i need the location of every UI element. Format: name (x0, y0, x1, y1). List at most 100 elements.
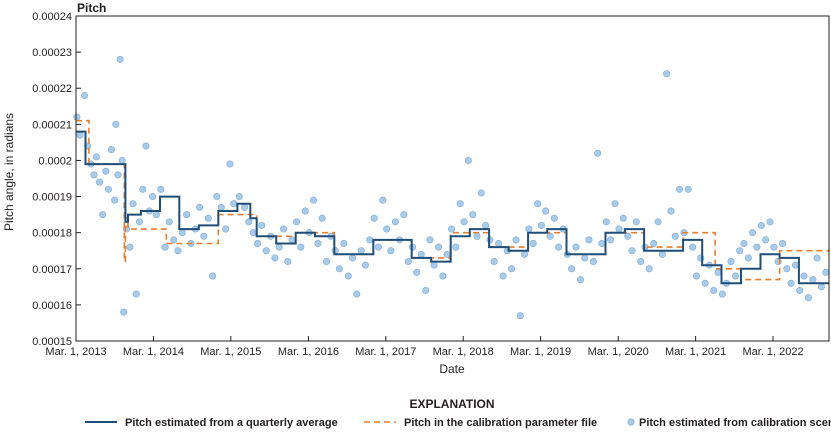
scatter-point (280, 225, 288, 233)
scatter-point (135, 218, 143, 226)
x-axis-title: Date (439, 362, 465, 376)
scatter-point (174, 247, 182, 255)
scatter-point (73, 113, 81, 121)
y-axis-ticks: 0.00015 0.00016 0.00017 0.00018 0.00019 0.000… (32, 11, 81, 348)
x-tick-label: Mar. 1, 2017 (355, 346, 416, 358)
scatter-point (813, 254, 821, 262)
scatter-point (149, 193, 157, 201)
x-tick-label: Mar. 1, 2015 (200, 346, 261, 358)
scatter-point (546, 232, 554, 240)
scatter-point (628, 247, 636, 255)
scatter-point (170, 236, 178, 244)
scatter-point (126, 243, 134, 251)
scatter-point (757, 221, 765, 229)
scatter-point (602, 218, 610, 226)
scatter-point (413, 268, 421, 276)
scatter-point (301, 207, 309, 215)
scatter-point (448, 225, 456, 233)
scatter-point (379, 196, 387, 204)
x-tick-label: Mar. 1, 2021 (665, 346, 726, 358)
scatter-point (297, 243, 305, 251)
scatter-point (226, 160, 234, 168)
calibration-parameter-line (76, 119, 829, 281)
scatter-point (99, 211, 107, 219)
scatter-point (658, 250, 666, 258)
x-tick-label: Mar. 1, 2014 (123, 346, 184, 358)
scatter-point (615, 225, 623, 233)
scatter-point (139, 185, 147, 193)
scatter-point (271, 254, 279, 262)
legend: Pitch estimated from a quarterly average… (85, 417, 831, 429)
scatter-point (589, 258, 597, 266)
scatter-point (607, 236, 615, 244)
scatter-point (157, 185, 165, 193)
scatter-point (464, 156, 472, 164)
scatter-point (456, 200, 464, 208)
scatter-point (422, 286, 430, 294)
scatter-point (499, 272, 507, 280)
scatter-point (118, 156, 126, 164)
scatter-point (435, 243, 443, 251)
legend-label: Pitch estimated from a quarterly average (125, 417, 338, 429)
scatter-point (787, 279, 795, 287)
scatter-point (443, 250, 451, 258)
x-tick-label: Mar. 1, 2020 (588, 346, 649, 358)
scatter-point (370, 214, 378, 222)
scatter-point (809, 276, 817, 284)
scatter-point (322, 258, 330, 266)
y-axis-title: Pitch angle, in radians (2, 113, 16, 231)
scatter-point (249, 229, 257, 237)
scatter-point (710, 286, 718, 294)
y-tick-label: 0.00021 (32, 119, 72, 131)
scatter-point (701, 279, 709, 287)
scatter-point (107, 146, 115, 154)
scatter-point (783, 265, 791, 273)
scatter-point (731, 272, 739, 280)
scatter-point (284, 258, 292, 266)
y-tick-label: 0.0002 (38, 155, 72, 167)
scatter-point (568, 265, 576, 273)
scatter-point (340, 240, 348, 248)
scatter-point (817, 283, 825, 291)
scatter-point (262, 247, 270, 255)
scatter-point (804, 294, 812, 302)
scatter-point (714, 268, 722, 276)
scatter-point (217, 203, 225, 211)
legend-marker-scatter (627, 418, 635, 426)
scatter-point (749, 229, 757, 237)
scatter-point (555, 243, 563, 251)
scatter-point (235, 193, 243, 201)
scatter-point (178, 229, 186, 237)
scatter-point (254, 240, 262, 248)
scatter-point (718, 290, 726, 298)
scatter-point (120, 308, 128, 316)
scatter-point (353, 290, 361, 298)
scatter-point (309, 196, 317, 204)
scatter-point (357, 247, 365, 255)
scatter-point (258, 221, 266, 229)
scatter-point (692, 272, 700, 280)
scatter-point (404, 258, 412, 266)
scatter-point (490, 258, 498, 266)
chart-title: Pitch (77, 1, 106, 15)
scatter-point (667, 207, 675, 215)
scatter-point (770, 243, 778, 251)
scatter-point (439, 272, 447, 280)
scatter-point (520, 250, 528, 258)
scatter-point (736, 247, 744, 255)
scatter-point (361, 261, 369, 269)
scatter-point (222, 225, 230, 233)
scatter-point (594, 149, 602, 157)
scatter-point (129, 200, 137, 208)
scatter-point (477, 189, 485, 197)
scatter-point (796, 286, 804, 294)
scatter-point (430, 261, 438, 269)
scatter-point (495, 240, 503, 248)
scatter-point (288, 236, 296, 244)
scatter-point (542, 207, 550, 215)
scatter-point (624, 232, 632, 240)
scatter-point (132, 290, 140, 298)
scatter-point (314, 240, 322, 248)
scatter-point (417, 250, 425, 258)
